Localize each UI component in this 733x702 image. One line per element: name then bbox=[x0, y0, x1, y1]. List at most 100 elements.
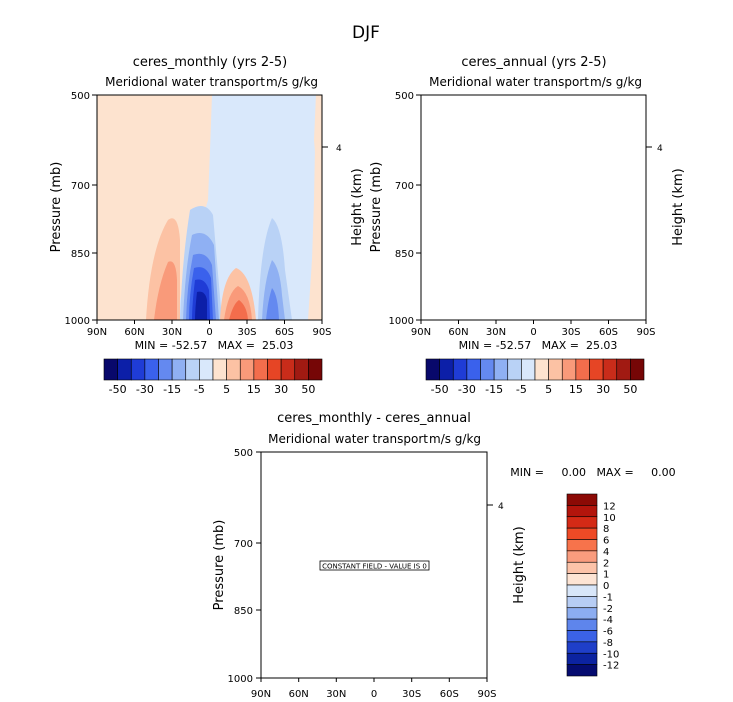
positive-lobe-south-3 bbox=[553, 300, 572, 320]
y-axis-right: 4 Height (km) bbox=[487, 502, 527, 604]
colorbar-swatch bbox=[199, 358, 214, 381]
colorbar-tick-label: -30 bbox=[136, 383, 154, 396]
colorbar-swatch bbox=[566, 573, 598, 586]
positive-lobe-south-1 bbox=[544, 268, 580, 320]
colorbar-swatch bbox=[566, 664, 598, 677]
x-tick-label: 30S bbox=[237, 327, 256, 338]
x-tick-label: 60N bbox=[124, 327, 144, 338]
positive-edge-strip bbox=[310, 95, 322, 320]
colorbar-swatch bbox=[566, 561, 598, 574]
colorbar-swatch bbox=[566, 596, 598, 609]
panel-ceres-monthly: ceres_monthly (yrs 2-5) Meridional water… bbox=[49, 55, 365, 396]
colorbar-swatch bbox=[521, 358, 536, 381]
x-tick-label: 90S bbox=[477, 689, 496, 700]
x-tick-label: 90S bbox=[636, 327, 655, 338]
colorbar-tick-label: 8 bbox=[603, 524, 609, 535]
y-axis-right: 4 Height (km) bbox=[646, 144, 686, 246]
colorbar-swatch bbox=[185, 358, 200, 381]
colorbar-swatch bbox=[507, 358, 522, 381]
colorbar-tick-label: 15 bbox=[247, 383, 261, 396]
y-tick-label: 700 bbox=[71, 181, 90, 192]
colorbar-tick-label: 5 bbox=[545, 383, 552, 396]
colorbar-tick-label: -5 bbox=[516, 383, 527, 396]
negative-region-upper bbox=[499, 95, 643, 320]
colorbar-swatch bbox=[239, 358, 255, 381]
colorbar-tick-label: -6 bbox=[603, 627, 613, 638]
colorbar-swatch bbox=[480, 358, 495, 381]
colorbar-swatch bbox=[171, 358, 187, 381]
y-axis-left: 500 700 850 1000 Pressure (mb) bbox=[212, 448, 261, 685]
colorbar-swatch bbox=[566, 493, 598, 506]
colorbar-swatch bbox=[117, 358, 132, 381]
negative-lobe-south-1 bbox=[582, 218, 616, 320]
colorbar-tick-label: 5 bbox=[223, 383, 230, 396]
y-tick-label: 700 bbox=[395, 181, 414, 192]
colorbar-tick-label: -50 bbox=[109, 383, 127, 396]
colorbar-swatch bbox=[158, 358, 173, 381]
colorbar-tick-label: 1 bbox=[603, 570, 609, 581]
x-tick-label: 0 bbox=[371, 689, 377, 700]
colorbar-tick-label: -8 bbox=[603, 638, 613, 649]
min-max-stats: MIN = -52.57 MAX = 25.03 bbox=[459, 339, 618, 352]
y-tick-label: 700 bbox=[234, 539, 253, 550]
y-right-axis-label: Height (km) bbox=[671, 168, 686, 245]
panel-subtitle-units: m/s g/kg bbox=[590, 75, 642, 89]
colorbar-swatch bbox=[566, 618, 598, 631]
contour-field bbox=[97, 95, 322, 320]
colorbar: -50 -30 -15 -5 5 15 30 50 bbox=[103, 358, 323, 396]
x-tick-label: 60S bbox=[275, 327, 294, 338]
colorbar-swatch bbox=[253, 358, 268, 381]
negative-lobe-6 bbox=[195, 291, 207, 320]
colorbar-swatch bbox=[280, 358, 296, 381]
colorbar-swatch bbox=[602, 358, 618, 381]
x-tick-label: 30S bbox=[402, 689, 421, 700]
colorbar-swatch bbox=[566, 539, 598, 552]
x-axis: 90N 60N 30N 0 30S 60S 90S bbox=[251, 678, 497, 700]
positive-lobe-left-2 bbox=[478, 261, 501, 320]
y-axis-label: Pressure (mb) bbox=[49, 162, 64, 253]
x-tick-label: 60N bbox=[289, 689, 309, 700]
x-tick-label: 90N bbox=[251, 689, 271, 700]
colorbar-swatch bbox=[566, 630, 598, 643]
y-axis-left: 500 700 850 1000 Pressure (mb) bbox=[369, 91, 421, 327]
constant-field-annotation: CONSTANT FIELD - VALUE IS 0 bbox=[322, 563, 427, 571]
colorbar-tick-label: 15 bbox=[569, 383, 583, 396]
negative-lobe-1 bbox=[504, 206, 546, 320]
colorbar-tick-label: -50 bbox=[431, 383, 449, 396]
colorbar-tick-label: -15 bbox=[163, 383, 181, 396]
panel-subtitle-units: m/s g/kg bbox=[429, 432, 481, 446]
positive-lobe-left-2 bbox=[154, 261, 177, 320]
x-tick-label: 30N bbox=[162, 327, 182, 338]
colorbar-swatch bbox=[566, 516, 598, 529]
contour-field bbox=[421, 95, 646, 320]
colorbar-swatch bbox=[267, 358, 282, 381]
y-right-tick-label: 4 bbox=[336, 144, 342, 154]
panel-title: ceres_annual (yrs 2-5) bbox=[461, 55, 606, 70]
colorbar-swatch bbox=[616, 358, 631, 381]
colorbar-swatch bbox=[452, 358, 468, 381]
panel-subtitle-units: m/s g/kg bbox=[266, 75, 318, 89]
colorbar-tick-label: -2 bbox=[603, 604, 613, 615]
colorbar-swatch bbox=[589, 358, 604, 381]
x-tick-label: 0 bbox=[530, 327, 536, 338]
colorbar-tick-label: 30 bbox=[596, 383, 610, 396]
x-tick-label: 30S bbox=[561, 327, 580, 338]
x-tick-label: 60S bbox=[440, 689, 459, 700]
y-right-axis-label: Height (km) bbox=[350, 168, 365, 245]
colorbar-tick-label: -5 bbox=[194, 383, 205, 396]
colorbar: -50 -30 -15 -5 5 15 30 50 bbox=[425, 358, 645, 396]
colorbar-swatch bbox=[144, 358, 159, 381]
constant-field-box bbox=[319, 560, 430, 571]
positive-lobe-south-3 bbox=[229, 300, 248, 320]
x-tick-label: 60N bbox=[448, 327, 468, 338]
y-tick-label: 500 bbox=[395, 91, 414, 102]
colorbar-tick-label: 10 bbox=[603, 513, 616, 524]
colorbar-swatch bbox=[425, 358, 440, 381]
colorbar-tick-label: -4 bbox=[603, 615, 613, 626]
y-tick-label: 500 bbox=[71, 91, 90, 102]
colorbar-swatch bbox=[566, 527, 598, 540]
y-tick-label: 1000 bbox=[389, 316, 414, 327]
colorbar-tick-label: 50 bbox=[301, 383, 315, 396]
colorbar-tick-label: 30 bbox=[274, 383, 288, 396]
